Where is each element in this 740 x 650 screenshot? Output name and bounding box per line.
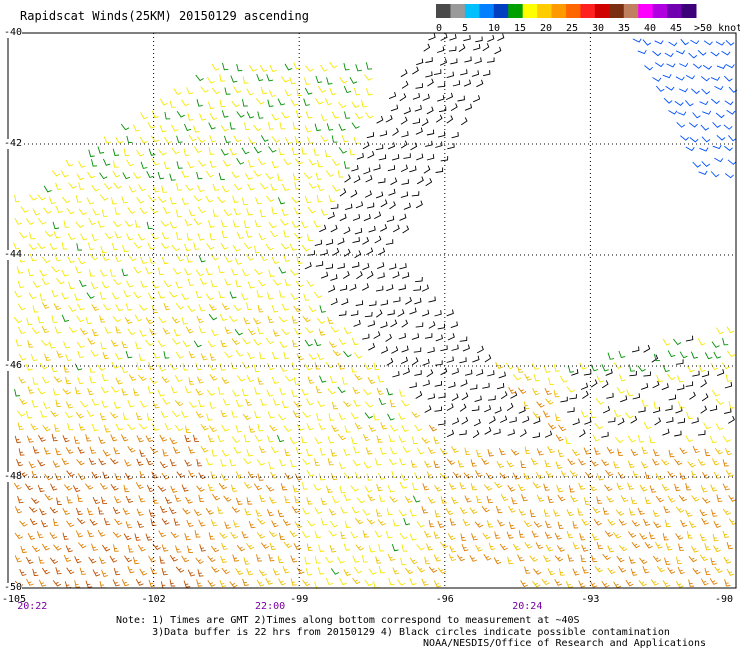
time-label: 22:00 xyxy=(255,601,286,612)
longitude-label: -93 xyxy=(581,594,600,605)
colorbar-label: 0 xyxy=(436,23,442,34)
colorbar-swatch xyxy=(464,4,480,18)
wind-barb-group xyxy=(17,301,737,589)
colorbar-swatch xyxy=(623,4,639,18)
longitude-label: -90 xyxy=(714,594,734,605)
map-title: Rapidscat Winds(25KM) 20150129 ascending xyxy=(20,9,309,23)
wind-barbs xyxy=(13,33,738,590)
colorbar-swatch xyxy=(450,4,466,18)
colorbar-label: 15 xyxy=(514,23,526,34)
colorbar-swatch xyxy=(566,4,581,18)
colorbar-label: 30 xyxy=(592,23,604,34)
note-line-1: Note: 1) Times are GMT 2)Times along bot… xyxy=(116,615,580,626)
footnotes: Note: 1) Times are GMT 2)Times along bot… xyxy=(116,615,670,639)
colorbar-swatch xyxy=(580,4,596,18)
longitude-label: -99 xyxy=(290,594,309,605)
wind-barb-group xyxy=(14,433,207,589)
wind-speed-colorbar: 0 5 10 15 20 25 30 35 40 45 >50 knots xyxy=(436,4,740,34)
latitude-label: -50 xyxy=(4,582,23,593)
colorbar-label: 5 xyxy=(462,23,468,34)
colorbar-swatch xyxy=(508,4,524,18)
colorbar-label: 45 xyxy=(670,23,682,34)
colorbar-swatch xyxy=(479,4,495,18)
colorbar-label: >50 knots xyxy=(694,23,740,34)
colorbar-label: 25 xyxy=(566,23,578,34)
colorbar-swatch xyxy=(522,4,538,18)
note-line-2: 3)Data buffer is 22 hrs from 20150129 4)… xyxy=(116,627,670,638)
latitude-label: -40 xyxy=(4,27,23,38)
colorbar-swatch xyxy=(551,4,567,18)
latitude-label: -44 xyxy=(4,249,23,260)
colorbar-label: 40 xyxy=(644,23,656,34)
longitude-label: -102 xyxy=(141,594,166,605)
credit-line: NOAA/NESDIS/Office of Research and Appli… xyxy=(423,638,706,649)
time-label: 20:22 xyxy=(17,601,48,612)
wind-barb-group xyxy=(304,33,735,439)
colorbar-swatch xyxy=(594,4,610,18)
colorbar-swatch xyxy=(436,4,451,18)
wind-barb-group xyxy=(13,386,737,589)
colorbar-label: 10 xyxy=(488,23,500,34)
wind-barb-group xyxy=(13,61,736,590)
colorbar-label: 20 xyxy=(540,23,552,34)
latitude-label: -48 xyxy=(4,471,23,482)
colorbar-swatch xyxy=(493,4,509,18)
time-label: 20:24 xyxy=(512,601,543,612)
colorbar-swatch xyxy=(681,4,697,18)
colorbar-swatch xyxy=(609,4,625,18)
longitude-label: -105 xyxy=(1,594,27,605)
lat-lon-grid xyxy=(7,32,737,589)
colorbar-swatch xyxy=(537,4,553,18)
latitude-label: -42 xyxy=(4,138,23,149)
wind-barb-group xyxy=(14,62,729,575)
colorbar-swatch xyxy=(652,4,668,18)
map-frame xyxy=(7,32,737,589)
longitude-label: -96 xyxy=(435,594,454,605)
wind-barb-group xyxy=(632,38,738,179)
colorbar-label: 35 xyxy=(618,23,630,34)
latitude-label: -46 xyxy=(4,360,23,371)
colorbar-swatch xyxy=(638,4,654,18)
colorbar-swatch xyxy=(667,4,683,18)
